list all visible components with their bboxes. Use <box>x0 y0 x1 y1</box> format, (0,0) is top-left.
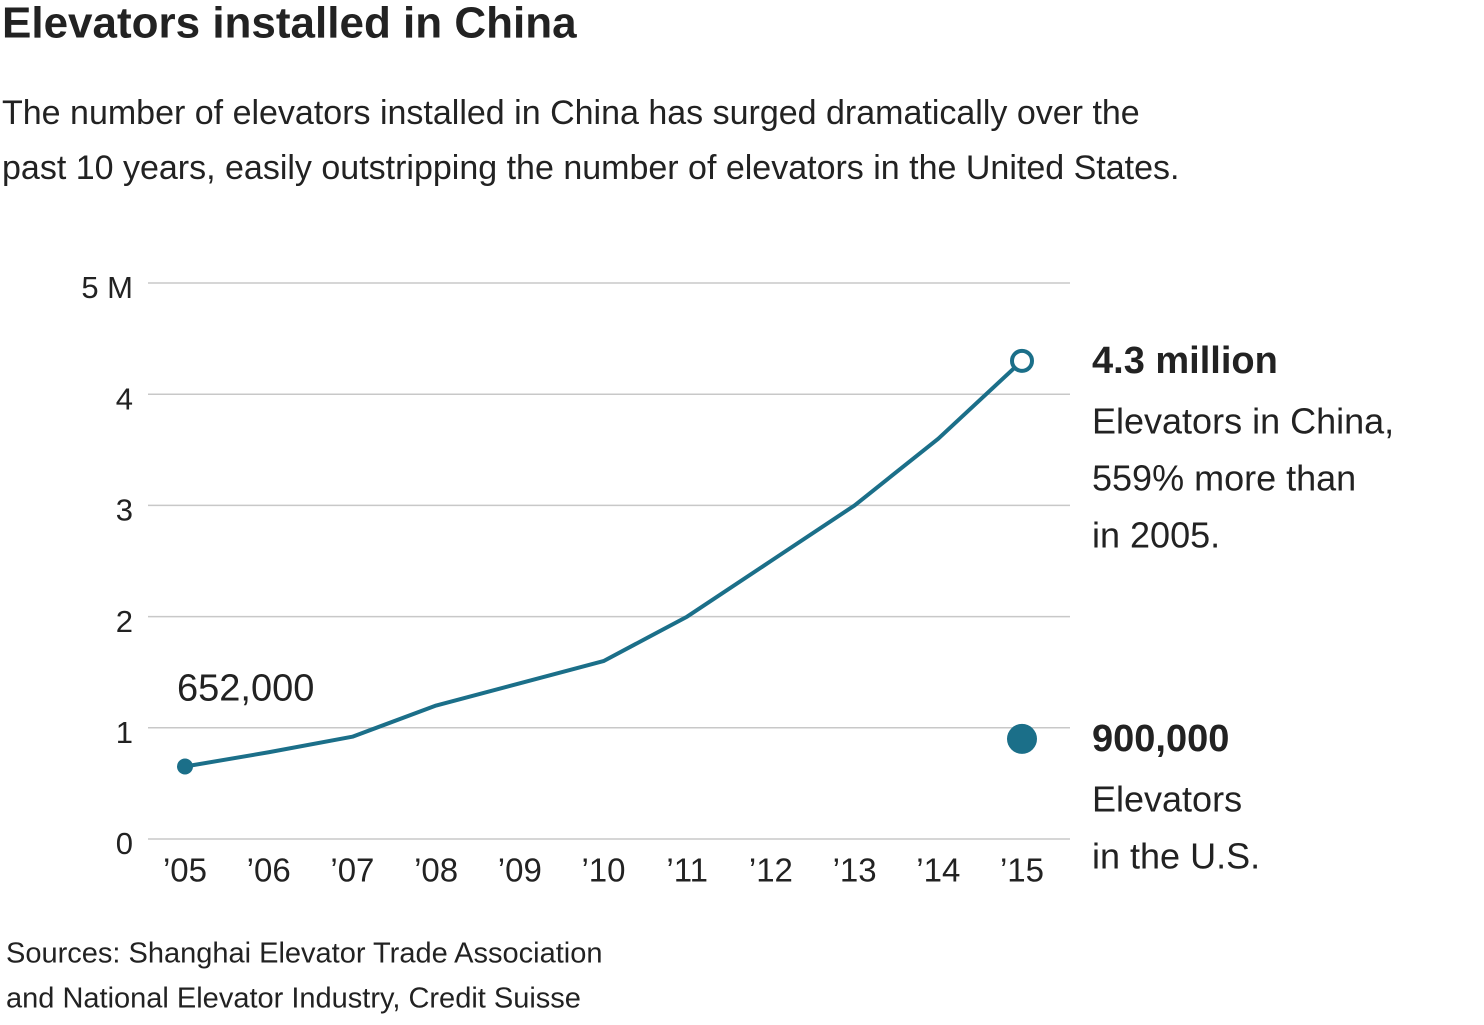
chart-title: Elevators installed in China <box>2 0 577 48</box>
x-tick-label: ’10 <box>581 852 625 889</box>
source: Sources: Shanghai Elevator Trade Associa… <box>6 938 602 970</box>
line <box>184 359 1024 769</box>
x-tick-label: ’08 <box>414 852 458 889</box>
x-tick-label: ’12 <box>749 852 793 889</box>
annotation: Elevators in China, <box>1092 400 1394 441</box>
x-tick-label: ’05 <box>163 852 207 889</box>
subtitle: past 10 years, easily outstripping the n… <box>2 149 1179 187</box>
x-tick-label: ’11 <box>666 852 708 889</box>
end-point <box>1010 348 1034 373</box>
x-tick-label: ’07 <box>330 852 374 889</box>
y-tick-label: 0 <box>116 826 133 861</box>
y-tick-label: 2 <box>116 604 133 639</box>
source: and National Elevator Industry, Credit S… <box>6 983 581 1015</box>
y-tick-label: 5 M <box>81 270 133 305</box>
point <box>1007 723 1037 754</box>
x-tick-label: ’06 <box>247 852 291 889</box>
x-tick-label: ’15 <box>1000 852 1044 889</box>
annotation: 559% more than <box>1092 457 1356 498</box>
x-tick-label: ’13 <box>833 852 877 889</box>
value-label: 900,000 <box>1092 718 1229 760</box>
annotation: Elevators <box>1092 778 1242 819</box>
x-tick-label: ’09 <box>498 852 542 889</box>
annotation: in the U.S. <box>1092 835 1260 876</box>
value-label: 652,000 <box>177 668 314 710</box>
annotation: in 2005. <box>1092 514 1220 555</box>
y-tick-label: 1 <box>116 715 133 750</box>
value-label: 4.3 million <box>1092 340 1278 382</box>
start-point <box>177 758 193 775</box>
subtitle: The number of elevators installed in Chi… <box>2 94 1140 132</box>
y-tick-label: 4 <box>116 381 133 416</box>
x-tick-label: ’14 <box>916 852 960 889</box>
y-tick-label: 3 <box>116 493 133 528</box>
